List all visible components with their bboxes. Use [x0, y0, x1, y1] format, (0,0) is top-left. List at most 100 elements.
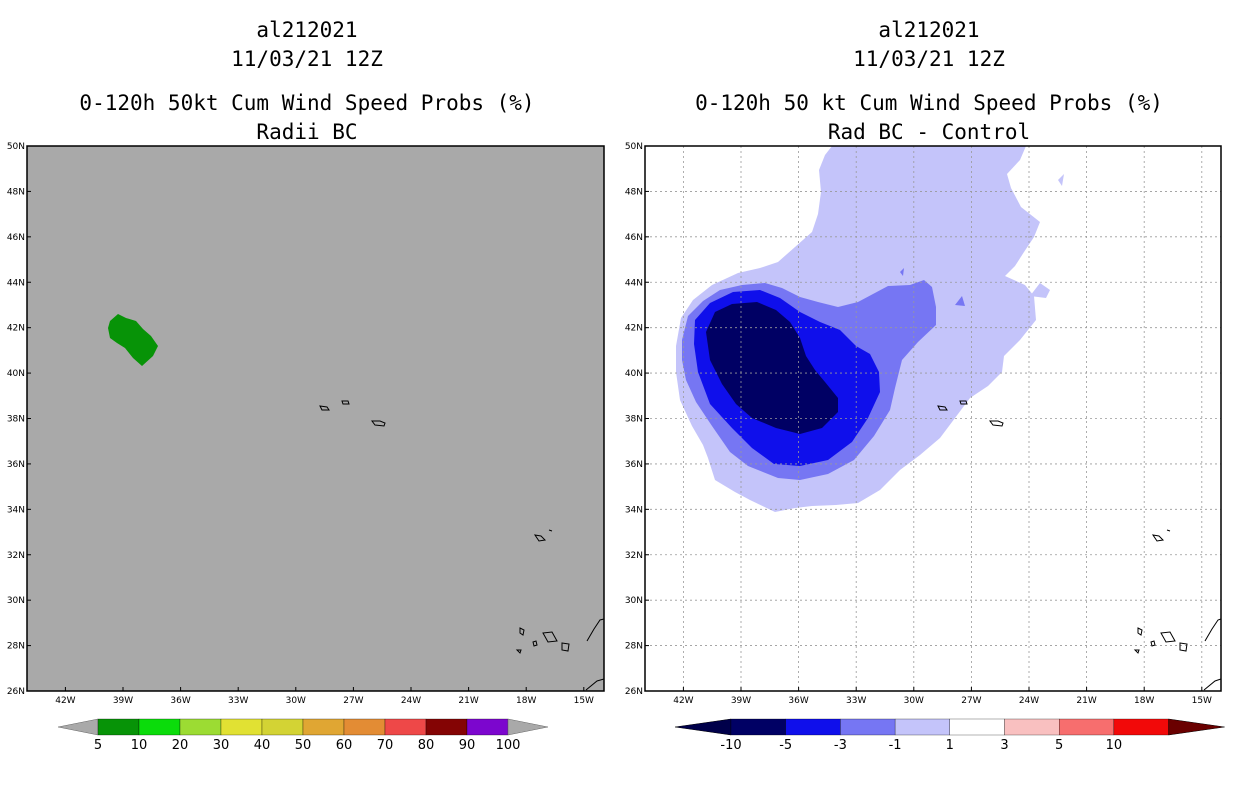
lon-label: 42W: [673, 696, 693, 706]
lon-label: 21W: [458, 696, 478, 706]
wind-diff-below-neg10-contour: [706, 302, 838, 434]
left-axis-ticks: 50N 48N 46N 44N 42N 40N 38N 36N 34N 32N 30N 28N 26N 4…: [7, 142, 594, 706]
colorbar-swatch: [220, 718, 263, 736]
lon-label: 33W: [846, 696, 866, 706]
colorbar-swatch: [1059, 718, 1115, 736]
colorbar-swatch: [97, 718, 140, 736]
colorbar-low-triangle: [674, 718, 732, 736]
wind-prob-5-10-contour: [108, 314, 158, 366]
lat-label: 34N: [7, 505, 25, 515]
colorbar-label: -10: [720, 738, 741, 753]
colorbar-swatch: [1113, 718, 1169, 736]
colorbar-low-triangle: [57, 718, 99, 736]
lat-label: 28N: [7, 642, 25, 652]
lat-label: 34N: [625, 505, 643, 515]
lon-label: 15W: [1192, 696, 1212, 706]
lon-label: 24W: [1019, 696, 1039, 706]
lat-label: 36N: [7, 460, 25, 470]
right-coastlines: [937, 400, 1221, 691]
lat-label: 44N: [7, 278, 25, 288]
colorbar-swatch: [730, 718, 786, 736]
right-subtitle: Rad BC - Control: [827, 120, 1031, 144]
lat-label: 40N: [625, 369, 643, 379]
lat-label: 50N: [625, 142, 643, 152]
colorbar-swatch: [466, 718, 509, 736]
lon-label: 33W: [228, 696, 248, 706]
lon-label: 30W: [286, 696, 306, 706]
right-datetime: 11/03/21 12Z: [853, 47, 1005, 71]
right-map: 50N 48N 46N 44N 42N 40N 38N 36N 34N 32N 30N 28N 26N 4…: [625, 142, 1222, 706]
left-colorbar: 5 10 20 30 40 50 60 70 80 90 100: [57, 718, 549, 753]
lon-label: 42W: [55, 696, 75, 706]
lat-label: 26N: [7, 687, 25, 697]
right-axis-ticks: 50N 48N 46N 44N 42N 40N 38N 36N 34N 32N 30N 28N 26N 4…: [625, 142, 1212, 706]
colorbar-label: 70: [377, 738, 394, 753]
lon-label: 18W: [516, 696, 536, 706]
right-graticule: [645, 146, 1221, 691]
lat-label: 48N: [625, 187, 643, 197]
colorbar-label: 50: [295, 738, 312, 753]
lat-label: 28N: [625, 642, 643, 652]
wind-diff-neg1-to-neg3-patch: [1030, 283, 1050, 298]
lon-label: 36W: [788, 696, 808, 706]
left-title: 0-120h 50kt Cum Wind Speed Probs (%): [79, 91, 535, 115]
colorbar-label: -5: [779, 738, 792, 753]
lon-label: 30W: [904, 696, 924, 706]
colorbar-label: 1: [946, 738, 954, 753]
right-title: 0-120h 50 kt Cum Wind Speed Probs (%): [695, 91, 1163, 115]
left-coastlines: [319, 400, 604, 691]
wind-diff-neg3-to-neg5-patch: [955, 296, 965, 306]
colorbar-label: -3: [834, 738, 847, 753]
colorbar-label: 90: [459, 738, 476, 753]
lon-label: 27W: [343, 696, 363, 706]
lon-label: 15W: [574, 696, 594, 706]
colorbar-label: 80: [418, 738, 435, 753]
wind-diff-neg1-to-neg3-patch: [1058, 174, 1064, 186]
lat-label: 46N: [625, 233, 643, 243]
colorbar-swatch: [384, 718, 427, 736]
colorbar-high-triangle: [1168, 718, 1225, 736]
left-map: 50N 48N 46N 44N 42N 40N 38N 36N 34N 32N 30N 28N 26N 4…: [7, 142, 605, 706]
lat-label: 26N: [625, 687, 643, 697]
lat-label: 46N: [7, 233, 25, 243]
colorbar-swatch: [138, 718, 181, 736]
colorbar-swatch: [179, 718, 222, 736]
colorbar-label: 3: [1000, 738, 1008, 753]
lon-label: 39W: [731, 696, 751, 706]
lon-label: 39W: [113, 696, 133, 706]
lon-label: 18W: [1134, 696, 1154, 706]
wind-diff-neg3-to-neg5-patch: [900, 268, 904, 276]
lon-label: 21W: [1076, 696, 1096, 706]
lat-label: 40N: [7, 369, 25, 379]
right-colorbar: -10 -5 -3 -1 1 3 5 10: [674, 718, 1225, 753]
colorbar-label: 40: [254, 738, 271, 753]
colorbar-swatch: [840, 718, 896, 736]
left-datetime: 11/03/21 12Z: [231, 47, 383, 71]
colorbar-label: 30: [213, 738, 230, 753]
colorbar-label: 5: [94, 738, 102, 753]
colorbar-swatch: [425, 718, 468, 736]
colorbar-high-triangle: [507, 718, 549, 736]
colorbar-label: 5: [1055, 738, 1063, 753]
lat-label: 38N: [7, 415, 25, 425]
left-storm-id: al212021: [256, 18, 358, 42]
colorbar-swatch: [949, 718, 1005, 736]
colorbar-label: 100: [496, 738, 521, 753]
left-map-background: [27, 146, 604, 691]
colorbar-label: 10: [131, 738, 148, 753]
lat-label: 38N: [625, 415, 643, 425]
lon-label: 24W: [401, 696, 421, 706]
right-storm-id: al212021: [878, 18, 980, 42]
colorbar-label: -1: [889, 738, 902, 753]
lat-label: 36N: [625, 460, 643, 470]
lat-label: 30N: [7, 596, 25, 606]
lon-label: 36W: [170, 696, 190, 706]
lat-label: 42N: [7, 324, 25, 334]
colorbar-label: 10: [1106, 738, 1123, 753]
colorbar-label: 20: [172, 738, 189, 753]
colorbar-swatch: [343, 718, 386, 736]
lat-label: 48N: [7, 187, 25, 197]
lat-label: 42N: [625, 324, 643, 334]
lat-label: 30N: [625, 596, 643, 606]
